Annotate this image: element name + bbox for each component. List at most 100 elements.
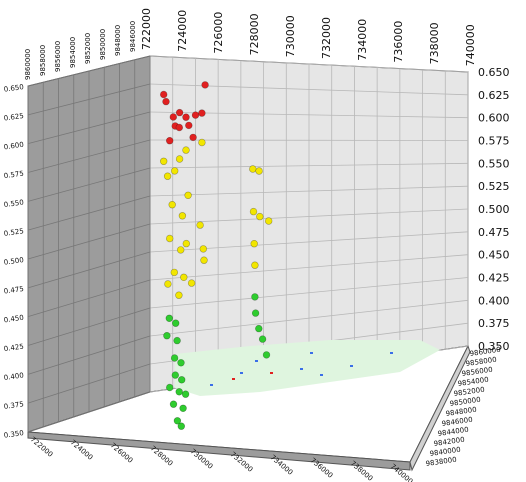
y-tick-label-top: 9852000	[84, 33, 92, 64]
z-tick-label-left: 0.375	[3, 400, 24, 411]
x-tick-label-top: 722000	[140, 8, 153, 50]
data-point	[201, 81, 209, 89]
left-grid-hline	[27, 83, 151, 116]
data-point	[170, 268, 179, 277]
data-point	[175, 123, 184, 132]
x-tick-label-top: 724000	[176, 10, 189, 52]
z-tick-label-left: 0.425	[3, 343, 24, 354]
data-point	[175, 291, 183, 299]
data-point	[177, 359, 185, 367]
left-grid-hline	[27, 335, 151, 375]
data-point	[171, 371, 180, 379]
z-tick-label-right: 0.550	[478, 157, 510, 170]
data-point	[163, 172, 172, 180]
left-grid-hline	[27, 223, 151, 260]
y-tick-label-top: 9860000	[24, 49, 32, 80]
left-grid-hline	[27, 251, 151, 289]
y-tick-label-top: 9858000	[39, 45, 47, 76]
data-point	[170, 354, 179, 362]
data-point	[255, 324, 263, 333]
floor-front-edge	[27, 431, 411, 471]
back-grid-hline	[149, 55, 469, 73]
data-point	[169, 113, 178, 121]
z-tick-label-left: 0.600	[3, 141, 24, 152]
terrain-speck	[350, 365, 353, 367]
data-point	[250, 240, 258, 248]
back-grid-hline	[149, 208, 469, 225]
data-point	[265, 217, 273, 225]
data-point	[255, 167, 263, 175]
data-point	[258, 335, 267, 343]
data-point	[178, 212, 187, 220]
data-point	[251, 261, 259, 269]
terrain-speck	[300, 368, 303, 370]
terrain-speck	[232, 378, 235, 380]
data-point	[200, 256, 208, 264]
z-tick-label-right: 0.425	[478, 272, 510, 285]
x-tick-label-top: 734000	[356, 19, 369, 61]
x-tick-label-top: 732000	[320, 17, 333, 59]
data-point	[251, 293, 259, 301]
z-tick-label-right: 0.400	[478, 294, 510, 307]
z-tick-label-right: 0.500	[478, 203, 510, 216]
back-grid-hline	[149, 277, 469, 309]
z-tick-label-right: 0.350	[478, 340, 510, 353]
data-point	[169, 400, 178, 408]
data-point	[166, 383, 174, 392]
left-grid-hline	[27, 167, 151, 202]
x-tick-label-top: 738000	[428, 22, 441, 64]
back-grid-hline	[149, 185, 469, 197]
data-point	[160, 157, 168, 166]
data-point	[162, 97, 170, 106]
data-point	[177, 422, 186, 430]
data-points	[160, 81, 273, 430]
z-tick-label-right: 0.600	[478, 112, 510, 125]
left-grid-hline	[27, 307, 151, 346]
left-grid-hline	[27, 111, 151, 145]
terrain-speck	[320, 374, 323, 376]
data-point	[198, 138, 206, 147]
data-point	[262, 351, 271, 359]
data-point	[164, 280, 172, 288]
data-point	[182, 146, 190, 154]
data-point	[199, 245, 208, 253]
z-tick-label-left: 0.575	[3, 170, 24, 181]
terrain-surface	[175, 340, 440, 396]
data-point	[191, 111, 200, 119]
data-point	[198, 109, 206, 117]
back-grid-hline	[149, 139, 469, 141]
data-point	[171, 167, 179, 175]
data-point	[249, 207, 258, 216]
data-point	[175, 155, 184, 163]
data-point	[175, 108, 184, 117]
floor-right-edge	[409, 344, 471, 472]
left-grid-hline	[27, 195, 151, 231]
data-point	[160, 90, 168, 99]
z-tick-label-left: 0.550	[3, 198, 24, 209]
data-point	[173, 417, 182, 425]
terrain-speck	[270, 372, 273, 374]
data-point	[182, 113, 190, 121]
x-tick-label-top: 736000	[392, 21, 405, 63]
z-tick-label-right: 0.650	[478, 66, 510, 79]
data-point	[166, 234, 174, 243]
data-point	[180, 273, 188, 281]
data-point	[184, 191, 192, 200]
z-tick-label-left: 0.500	[3, 256, 24, 267]
terrain-speck	[255, 360, 258, 362]
z-tick-label-left: 0.400	[3, 371, 24, 382]
z-tick-label-left: 0.475	[3, 285, 24, 296]
z-tick-label-right: 0.575	[478, 135, 510, 148]
data-point	[251, 309, 260, 317]
data-point	[179, 404, 187, 412]
data-point	[177, 246, 185, 254]
data-point	[196, 221, 204, 229]
z-tick-label-left: 0.625	[3, 112, 24, 123]
back-grid-hline	[149, 162, 469, 169]
terrain-speck	[210, 384, 213, 386]
z-tick-label-left: 0.525	[3, 227, 24, 238]
data-point	[165, 314, 174, 322]
data-point	[173, 336, 181, 345]
terrain-surface-fill	[175, 340, 440, 396]
